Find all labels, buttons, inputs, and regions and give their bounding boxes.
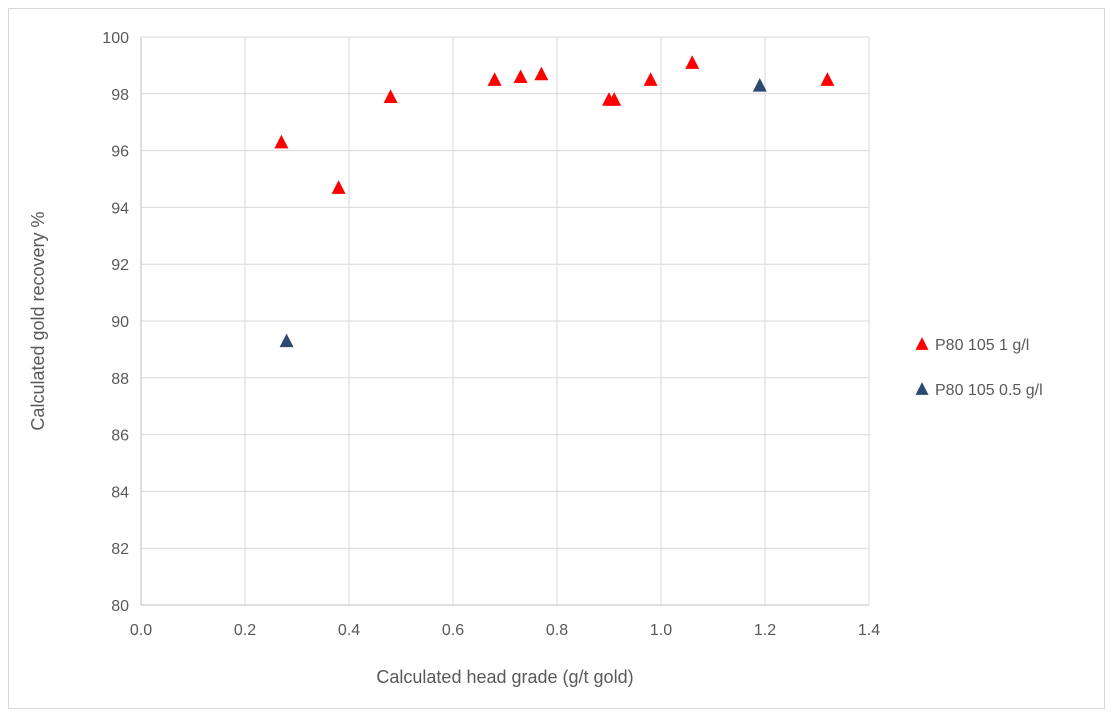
data-point-series-1 bbox=[685, 55, 700, 69]
y-tick-label: 100 bbox=[102, 30, 129, 47]
data-point-series-1 bbox=[820, 72, 835, 86]
y-tick-label: 92 bbox=[111, 257, 129, 274]
x-tick-label: 1.0 bbox=[650, 622, 672, 639]
y-tick-label: 96 bbox=[111, 144, 129, 161]
y-tick-label: 82 bbox=[111, 541, 129, 558]
y-tick-label: 80 bbox=[111, 598, 129, 615]
data-point-series-1 bbox=[331, 180, 346, 194]
x-tick-label: 0.0 bbox=[130, 622, 152, 639]
data-points bbox=[274, 55, 835, 348]
data-point-series-1 bbox=[513, 69, 528, 84]
x-tick-label: 0.2 bbox=[234, 622, 256, 639]
data-point-series-2 bbox=[752, 77, 767, 92]
grid-lines bbox=[141, 36, 870, 605]
axes bbox=[140, 37, 869, 606]
x-tick-labels: 0.0 0.2 0.4 0.6 0.8 1.0 1.2 1.4 bbox=[130, 622, 880, 639]
x-tick-label: 1.2 bbox=[754, 622, 776, 639]
y-tick-label: 94 bbox=[111, 200, 129, 217]
y-tick-label: 86 bbox=[111, 428, 129, 445]
x-tick-label: 0.6 bbox=[442, 622, 464, 639]
x-tick-label: 0.4 bbox=[338, 622, 360, 639]
legend-marker bbox=[915, 382, 929, 395]
data-point-series-1 bbox=[487, 72, 502, 86]
y-axis-title: Calculated gold recovery % bbox=[28, 211, 48, 430]
data-point-series-1 bbox=[534, 66, 549, 81]
data-point-series-1 bbox=[643, 72, 658, 86]
x-tick-label: 1.4 bbox=[858, 622, 880, 639]
y-tick-label: 84 bbox=[111, 484, 129, 501]
y-tick-label: 88 bbox=[111, 371, 129, 388]
y-tick-labels: 80 82 84 86 88 90 92 94 96 98 100 bbox=[102, 30, 129, 615]
legend-marker bbox=[915, 337, 929, 350]
legend: P80 105 1 g/l P80 105 0.5 g/l bbox=[915, 337, 1043, 399]
data-point-series-2 bbox=[279, 333, 294, 348]
x-axis-title: Calculated head grade (g/t gold) bbox=[376, 667, 633, 687]
x-tick-label: 0.8 bbox=[546, 622, 568, 639]
legend-label: P80 105 0.5 g/l bbox=[935, 382, 1043, 399]
data-point-series-1 bbox=[607, 92, 622, 106]
y-tick-label: 90 bbox=[111, 314, 129, 331]
data-point-series-1 bbox=[383, 89, 398, 103]
y-tick-label: 98 bbox=[111, 87, 129, 104]
data-point-series-1 bbox=[274, 134, 289, 149]
legend-label: P80 105 1 g/l bbox=[935, 337, 1029, 354]
